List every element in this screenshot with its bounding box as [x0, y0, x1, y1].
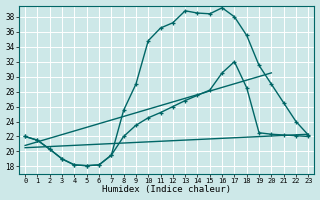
X-axis label: Humidex (Indice chaleur): Humidex (Indice chaleur)	[102, 185, 231, 194]
